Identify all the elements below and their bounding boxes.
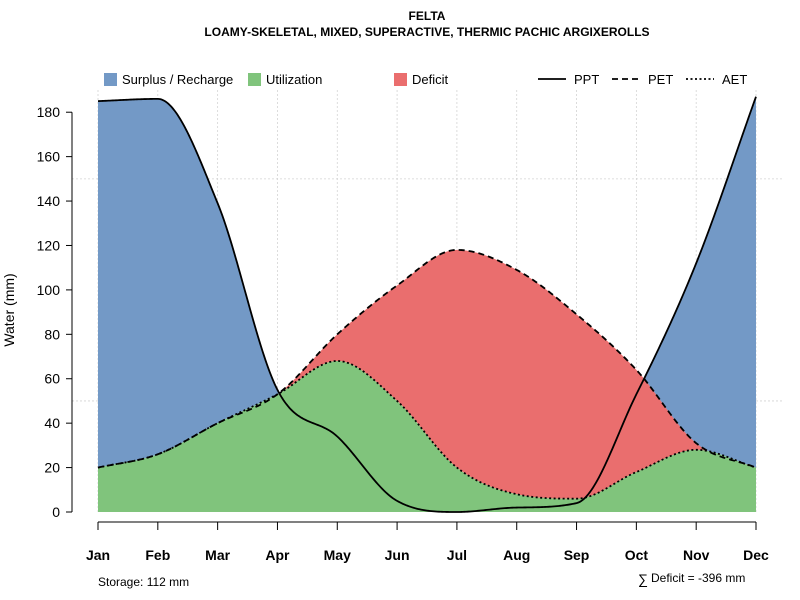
legend-swatch [104,73,117,86]
x-tick-label: Apr [265,547,290,563]
x-tick-label: Sep [564,547,590,563]
y-tick-label: 0 [52,504,60,520]
y-tick-label: 80 [44,326,60,342]
chart-title: FELTA [409,9,446,23]
surplus-recharge-area [98,96,756,499]
y-tick-label: 20 [44,460,60,476]
x-tick-label: Aug [503,547,530,563]
legend-label: Utilization [266,72,322,87]
chart-subtitle: LOAMY-SKELETAL, MIXED, SUPERACTIVE, THER… [204,25,649,39]
legend: Surplus / Recharge Utilization Deficit PPT P… [104,72,747,87]
x-tick-label: Nov [683,547,710,563]
x-tick-label: Mar [205,547,230,563]
x-tick-label: Jan [86,547,110,563]
x-tick-label: May [324,547,351,563]
x-tick-label: Dec [743,547,769,563]
y-tick-label: 140 [37,193,61,209]
y-tick-label: 40 [44,415,60,431]
storage-note: Storage: 112 mm [98,575,189,589]
x-tick-label: Oct [625,547,649,563]
series-lines [97,96,757,513]
legend-label: Deficit [412,72,449,87]
aet-line [97,360,757,500]
x-tick-label: Jun [385,547,410,563]
sum-icon: ∑ [638,571,648,587]
x-tick-label: Feb [145,547,170,563]
x-tick-label: Jul [447,547,467,563]
deficit-note: Deficit = -396 mm [651,571,745,585]
legend-label: PET [648,72,673,87]
ppt-line [97,96,757,513]
area-fills [98,96,756,512]
legend-label: PPT [574,72,599,87]
utilization-area [98,360,756,512]
pet-line [97,249,757,469]
legend-label: AET [722,72,747,87]
y-tick-label: 160 [37,149,61,165]
legend-label: Surplus / Recharge [122,72,233,87]
y-axis-label: Water (mm) [1,273,17,346]
legend-swatch [394,73,407,86]
y-tick-label: 180 [37,104,61,120]
y-tick-label: 60 [44,371,60,387]
axes: 0 20 40 60 80 100 120 140 160 180 Jan Feb Mar Apr May J… [37,104,769,563]
y-tick-label: 100 [37,282,61,298]
legend-swatch [248,73,261,86]
deficit-area [98,249,756,499]
y-tick-label: 120 [37,237,61,253]
